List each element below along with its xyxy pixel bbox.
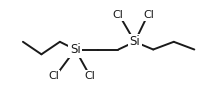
- Text: Si: Si: [70, 43, 81, 56]
- Text: Cl: Cl: [144, 10, 155, 20]
- Text: Cl: Cl: [112, 10, 123, 20]
- Text: Cl: Cl: [48, 71, 59, 81]
- Text: Cl: Cl: [84, 71, 95, 81]
- Text: Si: Si: [129, 35, 140, 48]
